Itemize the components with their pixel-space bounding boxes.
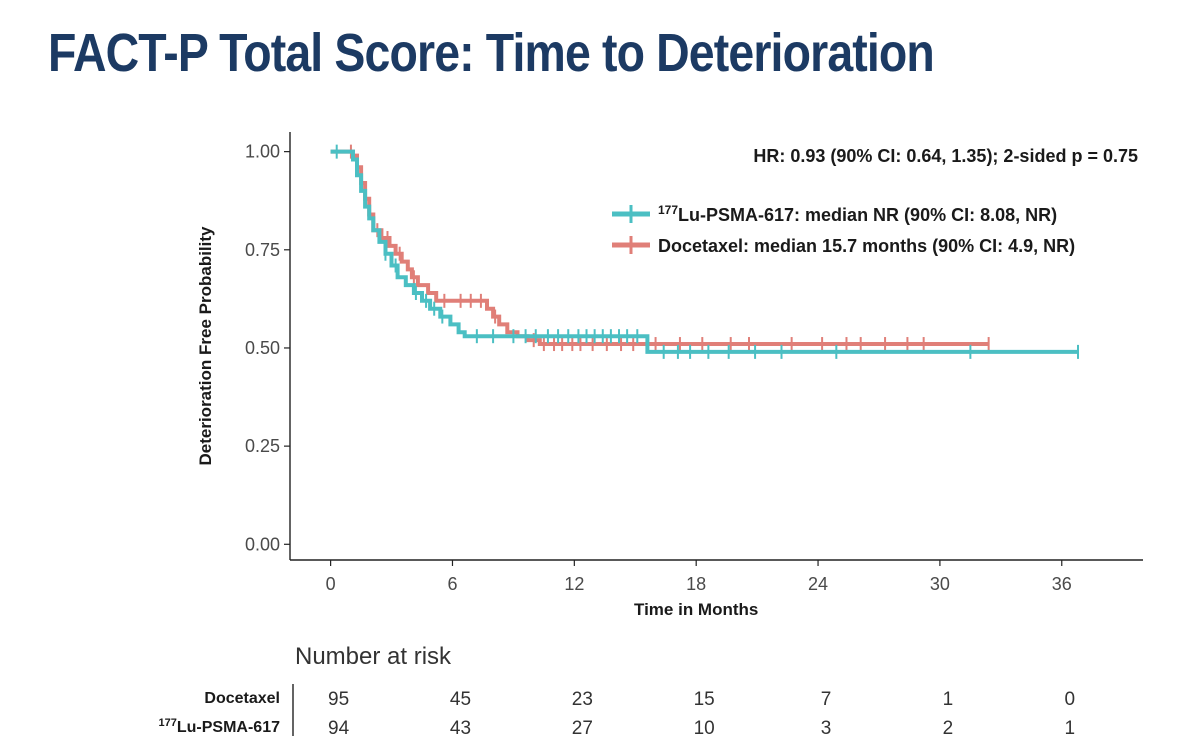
risk-table-title: Number at risk — [295, 643, 452, 670]
risk-value: 1 — [1064, 718, 1075, 739]
risk-value: 10 — [694, 718, 715, 739]
risk-value: 95 — [328, 689, 349, 710]
y-tick-label: 0.00 — [245, 534, 280, 554]
risk-row-label: Docetaxel — [204, 690, 280, 707]
risk-label-superscript: 177 — [159, 717, 177, 729]
y-axis-label: Deterioration Free Probability — [196, 226, 215, 466]
chart-legend: 177Lu-PSMA-617: median NR (90% CI: 8.08,… — [612, 203, 1075, 256]
risk-value: 23 — [572, 689, 593, 710]
x-tick-label: 12 — [564, 574, 584, 594]
risk-label-text: Lu-PSMA-617 — [177, 719, 280, 736]
x-tick-label: 24 — [808, 574, 828, 594]
slide-title: FACT-P Total Score: Time to Deterioratio… — [48, 23, 935, 83]
chart-axes: 0.00 0.25 0.50 0.75 1.00 0 6 12 18 24 30 36 Time in … — [196, 132, 1143, 619]
x-tick-label: 30 — [930, 574, 950, 594]
y-tick-label: 0.25 — [245, 436, 280, 456]
legend-label: Docetaxel: median 15.7 months (90% CI: 4… — [658, 236, 1075, 256]
chart-annotation: HR: 0.93 (90% CI: 0.64, 1.35); 2-sided p… — [753, 146, 1138, 166]
hr-annotation: HR: 0.93 (90% CI: 0.64, 1.35); 2-sided p… — [753, 146, 1138, 166]
risk-value: 7 — [821, 689, 832, 710]
risk-value: 43 — [450, 718, 471, 739]
series-line-0 — [330, 149, 1078, 354]
risk-value: 45 — [450, 689, 471, 710]
x-axis-label: Time in Months — [634, 600, 758, 619]
risk-value: 1 — [943, 689, 954, 710]
y-tick-label: 0.75 — [245, 240, 280, 260]
x-tick-label: 36 — [1052, 574, 1072, 594]
risk-value: 27 — [572, 718, 593, 739]
x-tick-label: 0 — [326, 574, 336, 594]
y-tick-label: 1.00 — [245, 142, 280, 162]
risk-value: 15 — [694, 689, 715, 710]
survival-curves — [330, 144, 1080, 359]
series-group-0 — [330, 144, 1080, 359]
y-tick-label: 0.50 — [245, 338, 280, 358]
legend-label: 177Lu-PSMA-617: median NR (90% CI: 8.08,… — [658, 203, 1057, 225]
legend-label-text: Lu-PSMA-617: median NR (90% CI: 8.08, NR… — [678, 205, 1057, 225]
legend-superscript: 177 — [658, 203, 678, 217]
risk-value: 94 — [328, 718, 350, 739]
x-tick-label: 18 — [686, 574, 706, 594]
risk-value: 2 — [943, 718, 954, 739]
risk-row-label: 177Lu-PSMA-617 — [159, 717, 281, 736]
risk-value: 0 — [1064, 689, 1075, 710]
x-tick-label: 6 — [447, 574, 457, 594]
risk-value: 3 — [821, 718, 832, 739]
